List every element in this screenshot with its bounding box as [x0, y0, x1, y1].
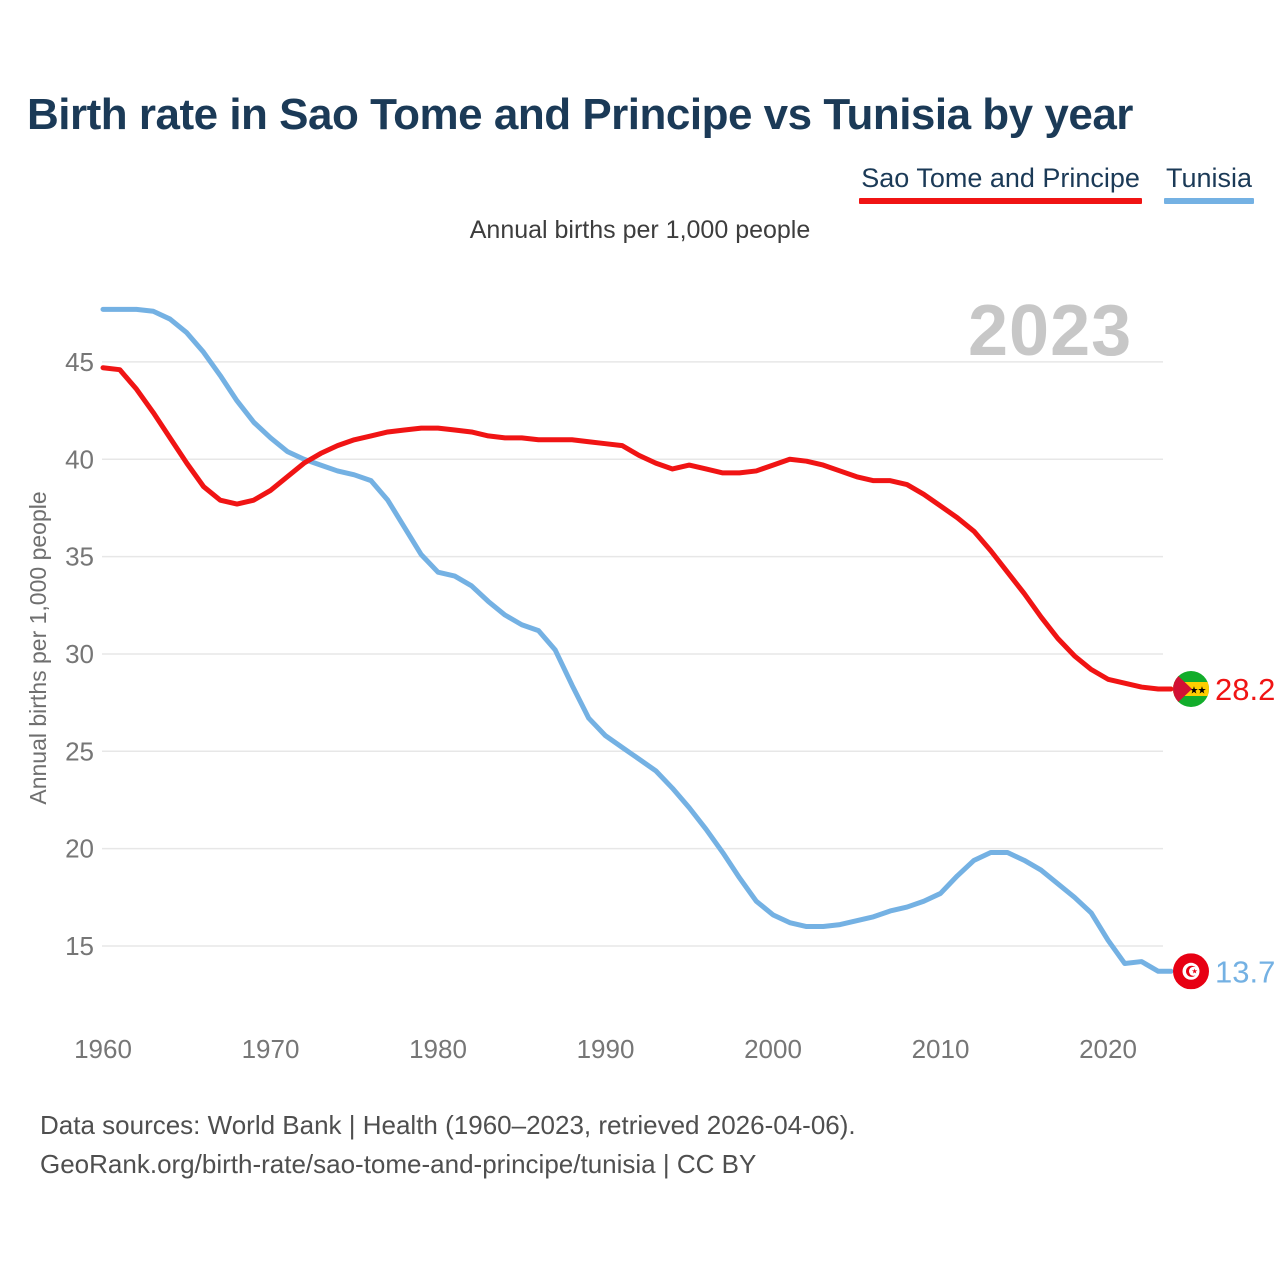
tunisia-end-value-label: 13.7: [1215, 954, 1275, 989]
y-axis-title: Annual births per 1,000 people: [25, 491, 51, 804]
y-tick-label: 35: [65, 542, 94, 572]
legend-swatch-tunisia: [1163, 197, 1254, 204]
x-tick-label: 2020: [1079, 1034, 1137, 1064]
y-tick-label: 25: [65, 736, 94, 766]
chart-subtitle: Annual births per 1,000 people: [469, 216, 811, 244]
legend: Sao Tome and Principe Tunisia: [859, 163, 1254, 204]
x-tick-label: 2000: [744, 1034, 802, 1064]
footer-attribution-link[interactable]: GeoRank.org/birth-rate/sao-tome-and-prin…: [40, 1149, 757, 1179]
sao-tome-flag-icon: ★ ★: [1173, 670, 1209, 707]
tunisia-flag-icon: ★: [1173, 953, 1209, 990]
x-tick-label: 1960: [74, 1034, 132, 1064]
y-tick-label: 20: [65, 834, 94, 864]
y-tick-label: 40: [65, 444, 94, 474]
legend-item-tunisia[interactable]: Tunisia: [1163, 163, 1254, 204]
x-tick-label: 1980: [409, 1034, 467, 1064]
svg-text:★: ★: [1198, 685, 1207, 696]
sao-tome-end-value-label: 28.2: [1215, 672, 1275, 707]
legend-swatch-sao-tome-and-principe: [859, 197, 1142, 204]
x-tick-label: 1990: [577, 1034, 635, 1064]
y-tick-label: 45: [65, 347, 94, 377]
legend-label-sao-tome-and-principe: Sao Tome and Principe: [861, 163, 1140, 193]
legend-label-tunisia: Tunisia: [1165, 163, 1252, 193]
page-title: Birth rate in Sao Tome and Principe vs T…: [27, 90, 1133, 139]
footer-data-sources: Data sources: World Bank | Health (1960–…: [40, 1110, 856, 1140]
y-tick-label: 30: [65, 639, 94, 669]
tunisia-line: [100, 306, 1174, 974]
footer: Data sources: World Bank | Health (1960–…: [40, 1106, 1240, 1184]
svg-text:★: ★: [1191, 968, 1197, 976]
x-tick-label: 2010: [912, 1034, 970, 1064]
svg-text:★: ★: [1190, 685, 1199, 696]
legend-item-sao-tome-and-principe[interactable]: Sao Tome and Principe: [859, 163, 1142, 204]
x-tick-label: 1970: [242, 1034, 300, 1064]
sao-tome-and-principe-line: [100, 365, 1174, 692]
watermark-year: 2023: [968, 291, 1133, 371]
y-tick-label: 15: [65, 931, 94, 961]
